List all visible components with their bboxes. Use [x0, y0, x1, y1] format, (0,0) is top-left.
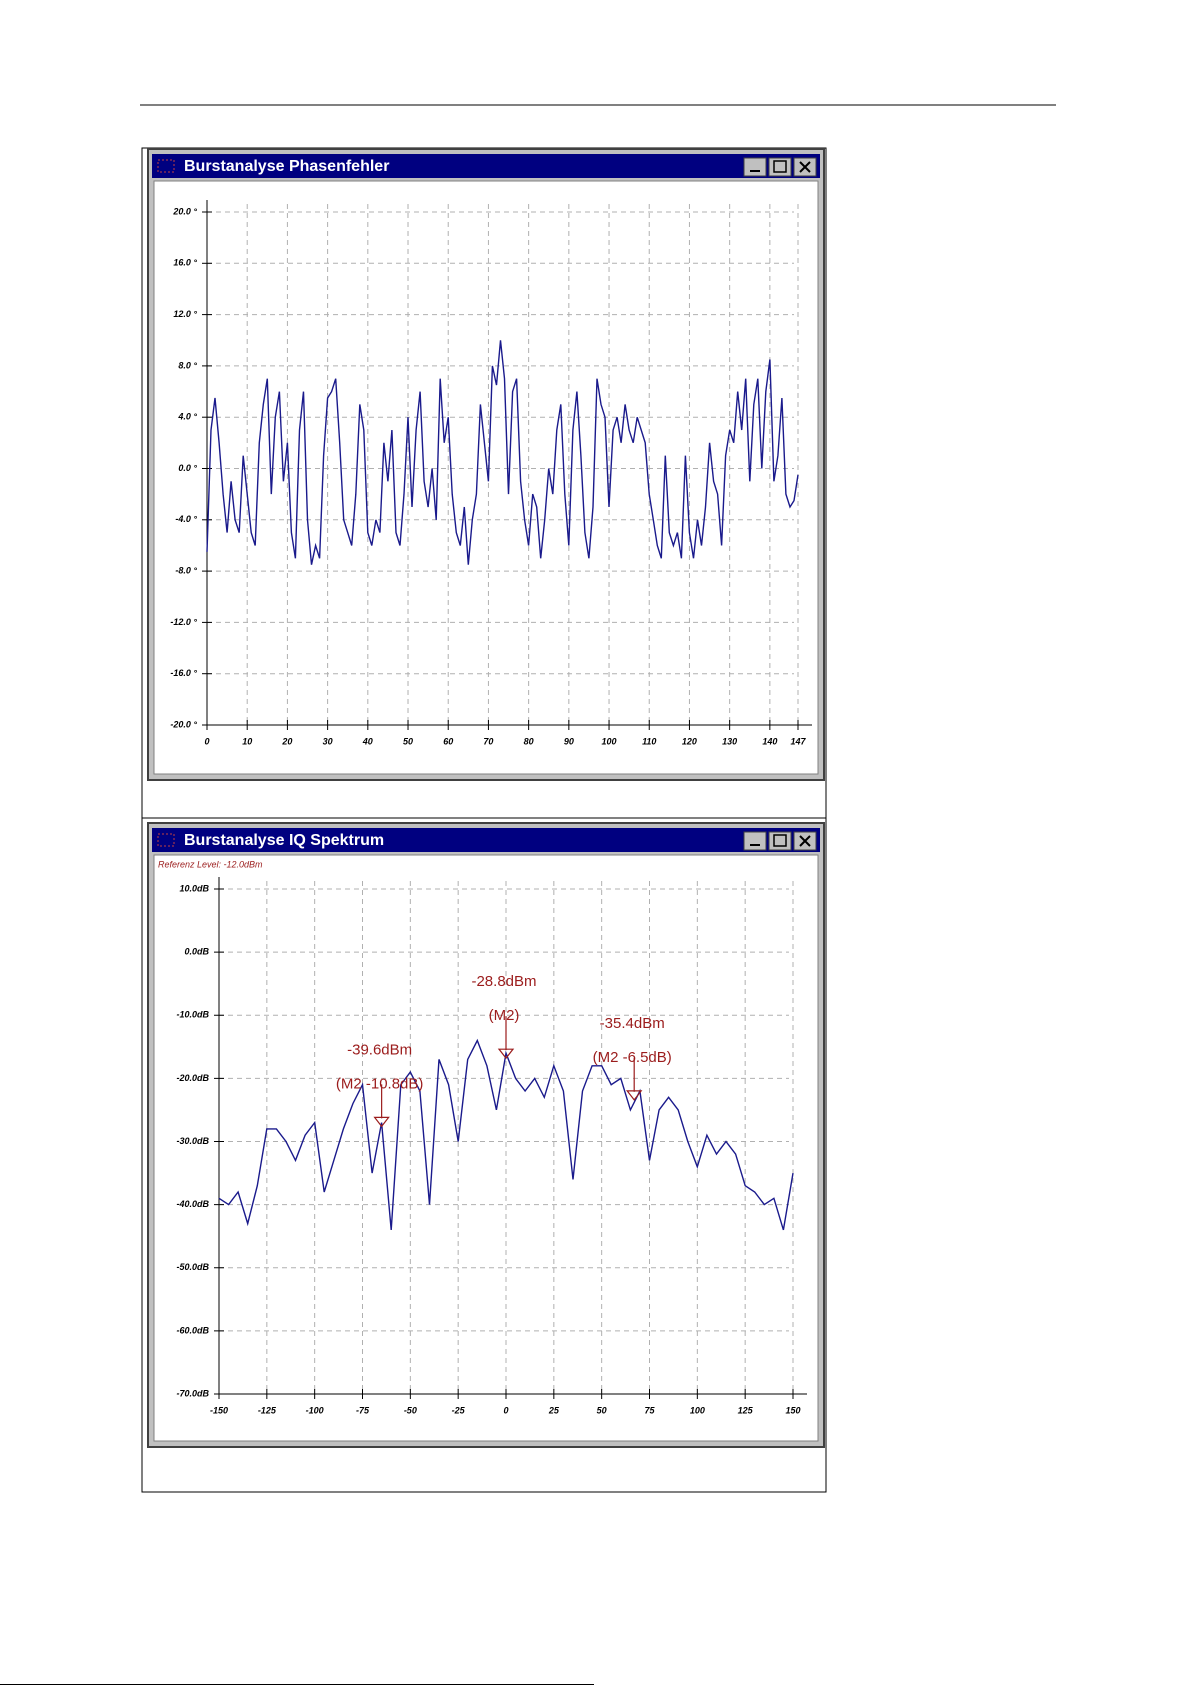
marker-label: (M2)	[489, 1007, 520, 1024]
marker-label: -28.8dBm	[471, 973, 536, 990]
x-tick-label: 75	[644, 1405, 655, 1415]
x-tick-label: -125	[258, 1405, 277, 1415]
marker	[625, 1090, 643, 1101]
app-icon	[157, 159, 175, 173]
y-tick-label: -12.0 °	[170, 617, 197, 627]
x-tick-label: 40	[362, 736, 373, 746]
y-tick-label: -60.0dB	[176, 1325, 209, 1335]
x-tick-label: 90	[564, 736, 574, 746]
y-tick-label: -4.0 °	[175, 514, 197, 524]
y-tick-label: 16.0 °	[173, 258, 197, 268]
x-tick-label: 147	[790, 736, 806, 746]
marker	[373, 1116, 390, 1128]
x-tick-label: 120	[682, 736, 697, 746]
x-tick-label: 30	[323, 736, 333, 746]
y-tick-label: -50.0dB	[176, 1262, 209, 1272]
marker	[497, 1048, 515, 1060]
x-tick-label: 150	[785, 1405, 800, 1415]
y-tick-label: 8.0 °	[178, 360, 197, 370]
x-tick-label: 110	[642, 736, 656, 746]
window-client	[153, 854, 819, 1442]
marker-label: -35.4dBm	[600, 1015, 665, 1032]
x-tick-label: -100	[306, 1405, 324, 1415]
x-tick-label: 50	[597, 1405, 607, 1415]
maximize-glyph	[773, 834, 787, 847]
x-tick-label: 50	[403, 736, 413, 746]
title-bar	[152, 154, 820, 178]
x-tick-label: 130	[722, 736, 737, 746]
window-client	[153, 180, 819, 775]
y-tick-label: -30.0dB	[176, 1136, 209, 1146]
y-tick-label: -10.0dB	[176, 1010, 209, 1020]
minimize-button	[743, 157, 767, 177]
y-tick-label: 0.0 °	[178, 463, 197, 473]
marker-label: (M2 -10.8dB)	[336, 1075, 424, 1092]
marker-label: (M2 -6.5dB)	[593, 1049, 672, 1066]
y-tick-label: -16.0 °	[170, 668, 197, 678]
y-tick-label: 10.0dB	[179, 883, 209, 893]
x-tick-label: 0	[503, 1405, 508, 1415]
x-tick-label: 125	[738, 1405, 754, 1415]
close-glyph	[799, 161, 811, 173]
x-tick-label: -150	[210, 1405, 228, 1415]
x-tick-label: 0	[204, 736, 209, 746]
data-line	[218, 1038, 794, 1231]
x-tick-label: 100	[602, 736, 617, 746]
y-tick-label: -8.0 °	[175, 565, 197, 575]
y-tick-label: 4.0 °	[177, 412, 197, 422]
x-tick-label: 140	[762, 736, 777, 746]
x-tick-label: -25	[452, 1405, 466, 1415]
y-tick-label: 12.0 °	[173, 309, 197, 319]
x-tick-label: 80	[524, 736, 534, 746]
x-tick-label: -75	[356, 1405, 370, 1415]
reference-level: Referenz Level: -12.0dBm	[158, 859, 263, 869]
y-tick-label: 20.0 °	[172, 206, 197, 216]
y-tick-label: -20.0dB	[176, 1073, 209, 1083]
x-tick-label: 10	[242, 736, 252, 746]
x-tick-label: 70	[483, 736, 493, 746]
window-title: Burstanalyse IQ Spektrum	[184, 832, 384, 849]
y-tick-label: -40.0dB	[176, 1199, 209, 1209]
data-line	[206, 340, 799, 565]
app-icon	[157, 833, 175, 847]
x-tick-label: -50	[404, 1405, 417, 1415]
x-tick-label: 100	[690, 1405, 705, 1415]
marker-label: -39.6dBm	[347, 1041, 412, 1058]
y-tick-label: -70.0dB	[176, 1388, 209, 1398]
maximize-glyph	[773, 160, 787, 173]
x-tick-label: 20	[281, 736, 292, 746]
y-tick-label: 0.0dB	[184, 947, 209, 957]
x-tick-label: 60	[443, 736, 453, 746]
window-title: Burstanalyse Phasenfehler	[184, 158, 389, 175]
figure-frame	[141, 817, 827, 1493]
minimize-button	[743, 831, 767, 851]
close-glyph	[799, 835, 811, 847]
y-tick-label: -20.0 °	[170, 719, 197, 729]
x-tick-label: 25	[548, 1405, 560, 1415]
title-bar	[152, 828, 820, 852]
